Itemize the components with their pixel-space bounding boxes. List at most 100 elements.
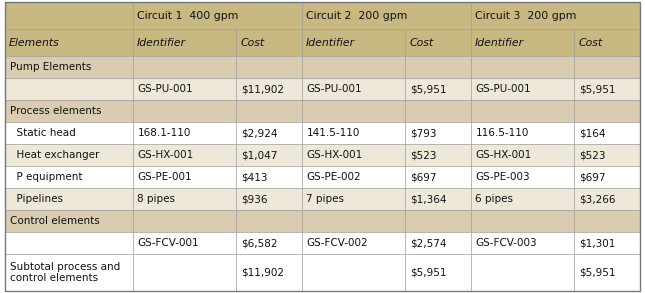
Bar <box>405 166 471 188</box>
Text: GS-PE-003: GS-PE-003 <box>475 172 530 182</box>
Bar <box>236 100 302 122</box>
Text: Pipelines: Pipelines <box>10 194 63 204</box>
Bar <box>133 166 236 188</box>
Bar <box>574 232 640 254</box>
Bar <box>133 144 236 166</box>
Text: GS-FCV-002: GS-FCV-002 <box>306 239 368 248</box>
Text: $523: $523 <box>579 150 605 160</box>
Bar <box>574 56 640 78</box>
Text: $6,582: $6,582 <box>241 239 277 248</box>
Text: Subtotal process and
control elements: Subtotal process and control elements <box>10 262 120 283</box>
Bar <box>302 56 405 78</box>
Bar <box>471 254 574 291</box>
Text: $697: $697 <box>579 172 605 182</box>
Bar <box>471 78 574 100</box>
Bar <box>574 100 640 122</box>
Bar <box>302 210 405 232</box>
Bar <box>302 100 405 122</box>
Text: Pump Elements: Pump Elements <box>10 62 91 72</box>
Text: Circuit 2  200 gpm: Circuit 2 200 gpm <box>306 11 407 21</box>
Bar <box>133 122 236 144</box>
Text: $697: $697 <box>410 172 436 182</box>
Text: GS-FCV-001: GS-FCV-001 <box>137 239 199 248</box>
Bar <box>5 56 133 78</box>
Bar <box>471 2 640 29</box>
Bar <box>405 29 471 56</box>
Bar <box>133 232 236 254</box>
Bar <box>471 29 574 56</box>
Bar <box>302 2 471 29</box>
Bar <box>302 232 405 254</box>
Text: Heat exchanger: Heat exchanger <box>10 150 99 160</box>
Text: GS-PU-001: GS-PU-001 <box>475 84 531 94</box>
Text: GS-PE-001: GS-PE-001 <box>137 172 192 182</box>
Bar <box>471 56 574 78</box>
Bar <box>5 188 133 210</box>
Bar <box>574 144 640 166</box>
Text: $523: $523 <box>410 150 436 160</box>
Text: $2,924: $2,924 <box>241 128 277 138</box>
Text: $413: $413 <box>241 172 267 182</box>
Text: $936: $936 <box>241 194 267 204</box>
Bar <box>471 210 574 232</box>
Bar <box>574 166 640 188</box>
Bar <box>471 100 574 122</box>
Text: $164: $164 <box>579 128 605 138</box>
Text: Process elements: Process elements <box>10 106 101 116</box>
Bar <box>302 78 405 100</box>
Text: 8 pipes: 8 pipes <box>137 194 175 204</box>
Bar <box>236 78 302 100</box>
Bar <box>302 29 405 56</box>
Bar <box>236 56 302 78</box>
Text: Cost: Cost <box>578 38 602 48</box>
Bar <box>471 122 574 144</box>
Bar <box>302 254 405 291</box>
Text: Cost: Cost <box>409 38 433 48</box>
Text: $1,364: $1,364 <box>410 194 446 204</box>
Bar <box>405 78 471 100</box>
Text: 141.5-110: 141.5-110 <box>306 128 360 138</box>
Bar <box>574 188 640 210</box>
Text: $11,902: $11,902 <box>241 84 284 94</box>
Text: $1,301: $1,301 <box>579 239 615 248</box>
Bar <box>133 188 236 210</box>
Bar <box>133 100 236 122</box>
Text: Circuit 3  200 gpm: Circuit 3 200 gpm <box>475 11 576 21</box>
Bar <box>574 122 640 144</box>
Text: 7 pipes: 7 pipes <box>306 194 344 204</box>
Text: 116.5-110: 116.5-110 <box>475 128 529 138</box>
Text: 168.1-110: 168.1-110 <box>137 128 191 138</box>
Text: Static head: Static head <box>10 128 75 138</box>
Bar <box>405 122 471 144</box>
Bar <box>302 122 405 144</box>
Bar <box>236 188 302 210</box>
Bar <box>574 29 640 56</box>
Bar <box>574 78 640 100</box>
Bar <box>574 210 640 232</box>
Bar <box>5 210 133 232</box>
Text: $5,951: $5,951 <box>579 84 615 94</box>
Text: GS-PE-002: GS-PE-002 <box>306 172 361 182</box>
Text: GS-PU-001: GS-PU-001 <box>137 84 193 94</box>
Bar <box>236 210 302 232</box>
Bar <box>471 188 574 210</box>
Text: GS-HX-001: GS-HX-001 <box>306 150 362 160</box>
Bar <box>405 144 471 166</box>
Bar <box>405 254 471 291</box>
Bar <box>405 56 471 78</box>
Text: Identifier: Identifier <box>306 38 355 48</box>
Text: $5,951: $5,951 <box>410 268 446 277</box>
Text: Control elements: Control elements <box>10 216 99 226</box>
Bar <box>471 166 574 188</box>
Bar <box>5 78 133 100</box>
Bar <box>133 78 236 100</box>
Text: GS-FCV-003: GS-FCV-003 <box>475 239 537 248</box>
Bar <box>236 122 302 144</box>
Bar <box>236 232 302 254</box>
Bar <box>5 2 133 29</box>
Text: Identifier: Identifier <box>475 38 524 48</box>
Text: Circuit 1  400 gpm: Circuit 1 400 gpm <box>137 11 238 21</box>
Text: Cost: Cost <box>240 38 264 48</box>
Text: Elements: Elements <box>9 38 60 48</box>
Bar <box>471 232 574 254</box>
